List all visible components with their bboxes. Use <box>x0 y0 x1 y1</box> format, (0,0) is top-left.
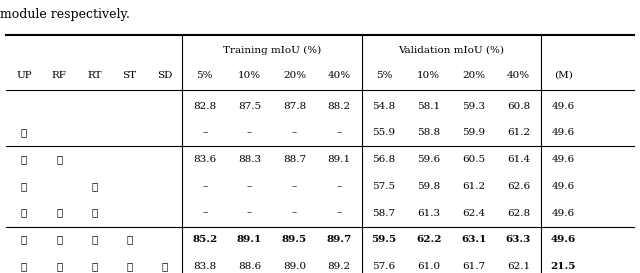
Text: ✓: ✓ <box>21 155 27 164</box>
Text: 56.8: 56.8 <box>372 155 396 164</box>
Text: 62.1: 62.1 <box>507 262 530 271</box>
Text: ✓: ✓ <box>127 262 132 271</box>
Text: RT: RT <box>87 71 102 79</box>
Text: –: – <box>247 182 252 191</box>
Text: 61.7: 61.7 <box>462 262 485 271</box>
Text: ✓: ✓ <box>21 182 27 191</box>
Text: ✓: ✓ <box>56 209 62 218</box>
Text: ✓: ✓ <box>92 182 97 191</box>
Text: 40%: 40% <box>507 71 530 79</box>
Text: –: – <box>202 182 207 191</box>
Text: 62.2: 62.2 <box>416 235 442 244</box>
Text: 57.6: 57.6 <box>372 262 396 271</box>
Text: 60.8: 60.8 <box>507 102 530 111</box>
Text: 87.5: 87.5 <box>238 102 261 111</box>
Text: 58.1: 58.1 <box>417 102 440 111</box>
Text: ✓: ✓ <box>162 262 168 271</box>
Text: 87.8: 87.8 <box>283 102 306 111</box>
Text: ✓: ✓ <box>92 209 97 218</box>
Text: –: – <box>247 209 252 218</box>
Text: 49.6: 49.6 <box>552 128 575 137</box>
Text: ✓: ✓ <box>92 262 97 271</box>
Text: –: – <box>202 128 207 137</box>
Text: 85.2: 85.2 <box>192 235 218 244</box>
Text: 59.3: 59.3 <box>462 102 485 111</box>
Text: 88.2: 88.2 <box>328 102 351 111</box>
Text: 59.9: 59.9 <box>462 128 485 137</box>
Text: 57.5: 57.5 <box>372 182 396 191</box>
Text: 82.8: 82.8 <box>193 102 216 111</box>
Text: 83.8: 83.8 <box>193 262 216 271</box>
Text: 10%: 10% <box>238 71 261 79</box>
Text: 63.1: 63.1 <box>461 235 486 244</box>
Text: ✓: ✓ <box>21 128 27 137</box>
Text: 5%: 5% <box>376 71 392 79</box>
Text: ST: ST <box>122 71 137 79</box>
Text: –: – <box>337 128 342 137</box>
Text: 61.4: 61.4 <box>507 155 530 164</box>
Text: 63.3: 63.3 <box>506 235 531 244</box>
Text: –: – <box>292 128 297 137</box>
Text: –: – <box>337 182 342 191</box>
Text: Validation mIoU (%): Validation mIoU (%) <box>398 46 504 55</box>
Text: ✓: ✓ <box>21 209 27 218</box>
Text: 21.5: 21.5 <box>550 262 576 271</box>
Text: 54.8: 54.8 <box>372 102 396 111</box>
Text: 59.5: 59.5 <box>371 235 397 244</box>
Text: 58.7: 58.7 <box>372 209 396 218</box>
Text: 49.6: 49.6 <box>552 102 575 111</box>
Text: ✓: ✓ <box>92 235 97 244</box>
Text: 61.2: 61.2 <box>462 182 485 191</box>
Text: –: – <box>337 209 342 218</box>
Text: 88.3: 88.3 <box>238 155 261 164</box>
Text: 89.0: 89.0 <box>283 262 306 271</box>
Text: 83.6: 83.6 <box>193 155 216 164</box>
Text: 62.4: 62.4 <box>462 209 485 218</box>
Text: module respectively.: module respectively. <box>0 8 130 21</box>
Text: ✓: ✓ <box>56 262 62 271</box>
Text: 55.9: 55.9 <box>372 128 396 137</box>
Text: 89.2: 89.2 <box>328 262 351 271</box>
Text: 89.1: 89.1 <box>328 155 351 164</box>
Text: 89.5: 89.5 <box>282 235 307 244</box>
Text: 49.6: 49.6 <box>550 235 576 244</box>
Text: 61.2: 61.2 <box>507 128 530 137</box>
Text: (M): (M) <box>554 71 573 79</box>
Text: 49.6: 49.6 <box>552 182 575 191</box>
Text: 58.8: 58.8 <box>417 128 440 137</box>
Text: ✓: ✓ <box>21 235 27 244</box>
Text: Training mIoU (%): Training mIoU (%) <box>223 46 321 55</box>
Text: 49.6: 49.6 <box>552 155 575 164</box>
Text: 59.8: 59.8 <box>417 182 440 191</box>
Text: 89.1: 89.1 <box>237 235 262 244</box>
Text: –: – <box>247 128 252 137</box>
Text: –: – <box>292 182 297 191</box>
Text: 60.5: 60.5 <box>462 155 485 164</box>
Text: 20%: 20% <box>462 71 485 79</box>
Text: ✓: ✓ <box>127 235 132 244</box>
Text: 89.7: 89.7 <box>326 235 352 244</box>
Text: –: – <box>292 209 297 218</box>
Text: 20%: 20% <box>283 71 306 79</box>
Text: 61.3: 61.3 <box>417 209 440 218</box>
Text: UP: UP <box>16 71 32 79</box>
Text: 62.6: 62.6 <box>507 182 530 191</box>
Text: 40%: 40% <box>328 71 351 79</box>
Text: 10%: 10% <box>417 71 440 79</box>
Text: ✓: ✓ <box>21 262 27 271</box>
Text: RF: RF <box>52 71 67 79</box>
Text: SD: SD <box>157 71 173 79</box>
Text: 49.6: 49.6 <box>552 209 575 218</box>
Text: 62.8: 62.8 <box>507 209 530 218</box>
Text: 59.6: 59.6 <box>417 155 440 164</box>
Text: 61.0: 61.0 <box>417 262 440 271</box>
Text: 5%: 5% <box>196 71 213 79</box>
Text: 88.6: 88.6 <box>238 262 261 271</box>
Text: 88.7: 88.7 <box>283 155 306 164</box>
Text: –: – <box>202 209 207 218</box>
Text: ✓: ✓ <box>56 235 62 244</box>
Text: ✓: ✓ <box>56 155 62 164</box>
